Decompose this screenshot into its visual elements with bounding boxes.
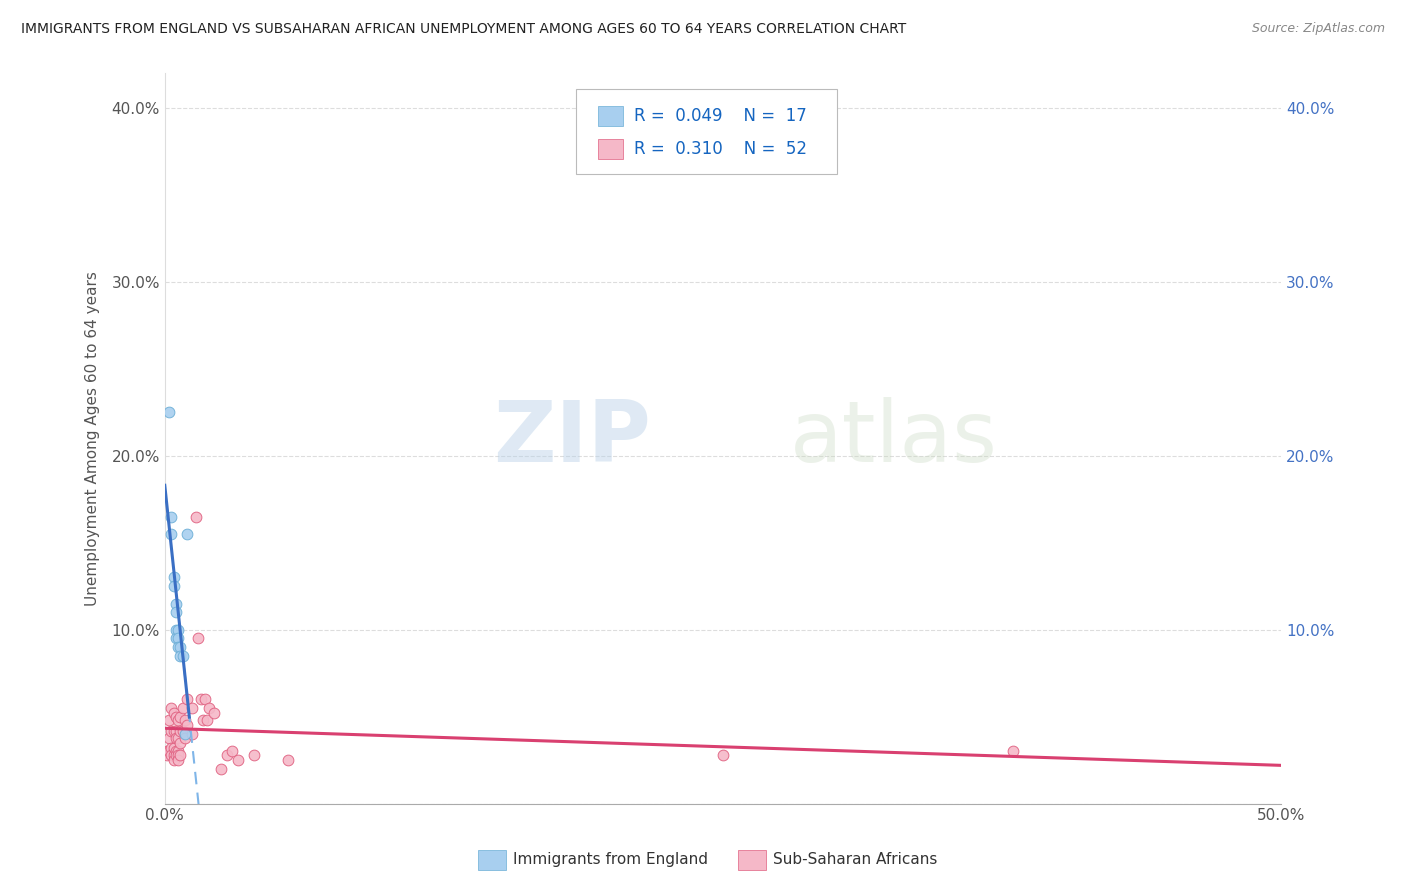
Text: Source: ZipAtlas.com: Source: ZipAtlas.com [1251,22,1385,36]
Point [1002,744,1025,758]
Point [198,701,221,715]
Point [187,632,209,646]
Point [163,706,186,721]
Point [172,701,194,715]
Point [190,692,212,706]
Point [157,405,180,419]
Point [172,648,194,663]
Point [167,640,190,654]
Point [221,744,243,758]
Point [202,706,225,721]
Point [277,753,299,767]
Point [165,731,187,745]
Point [163,747,186,762]
Point [169,640,191,654]
Point [165,723,187,738]
Point [176,527,198,541]
Point [157,744,180,758]
Text: Immigrants from England: Immigrants from England [513,853,709,867]
Point [169,648,191,663]
Point [184,509,207,524]
Point [169,709,191,723]
Point [169,736,191,750]
Point [165,623,187,637]
Point [180,727,202,741]
Point [160,509,183,524]
Point [163,570,186,584]
Point [167,747,190,762]
Point [160,747,183,762]
Text: R =  0.049    N =  17: R = 0.049 N = 17 [634,107,807,125]
Text: atlas: atlas [790,397,998,480]
Point [209,762,232,776]
Text: IMMIGRANTS FROM ENGLAND VS SUBSAHARAN AFRICAN UNEMPLOYMENT AMONG AGES 60 TO 64 Y: IMMIGRANTS FROM ENGLAND VS SUBSAHARAN AF… [21,22,907,37]
Point [165,605,187,619]
Point [711,747,734,762]
Point [194,692,217,706]
Point [165,709,187,723]
Text: Sub-Saharan Africans: Sub-Saharan Africans [773,853,938,867]
Point [169,747,191,762]
Point [160,741,183,756]
Point [173,727,195,741]
Point [243,747,266,762]
Point [160,527,183,541]
Point [160,723,183,738]
Point [167,744,190,758]
Point [163,753,186,767]
Point [195,713,218,727]
Point [156,744,179,758]
Point [163,741,186,756]
Point [167,731,190,745]
Y-axis label: Unemployment Among Ages 60 to 64 years: Unemployment Among Ages 60 to 64 years [86,271,100,606]
Point [165,744,187,758]
Point [228,753,250,767]
Point [163,579,186,593]
Point [167,713,190,727]
Point [163,723,186,738]
Point [165,747,187,762]
Point [157,713,180,727]
Point [167,753,190,767]
Point [172,723,194,738]
Point [160,701,183,715]
Point [165,597,187,611]
Point [173,731,195,745]
Point [217,747,239,762]
Point [173,713,195,727]
Text: R =  0.310    N =  52: R = 0.310 N = 52 [634,140,807,158]
Point [191,713,214,727]
Point [176,692,198,706]
Point [157,731,180,745]
Point [156,747,179,762]
Point [167,623,190,637]
Point [169,723,191,738]
Point [165,632,187,646]
Point [180,701,202,715]
Text: ZIP: ZIP [492,397,651,480]
Point [176,718,198,732]
Point [167,632,190,646]
